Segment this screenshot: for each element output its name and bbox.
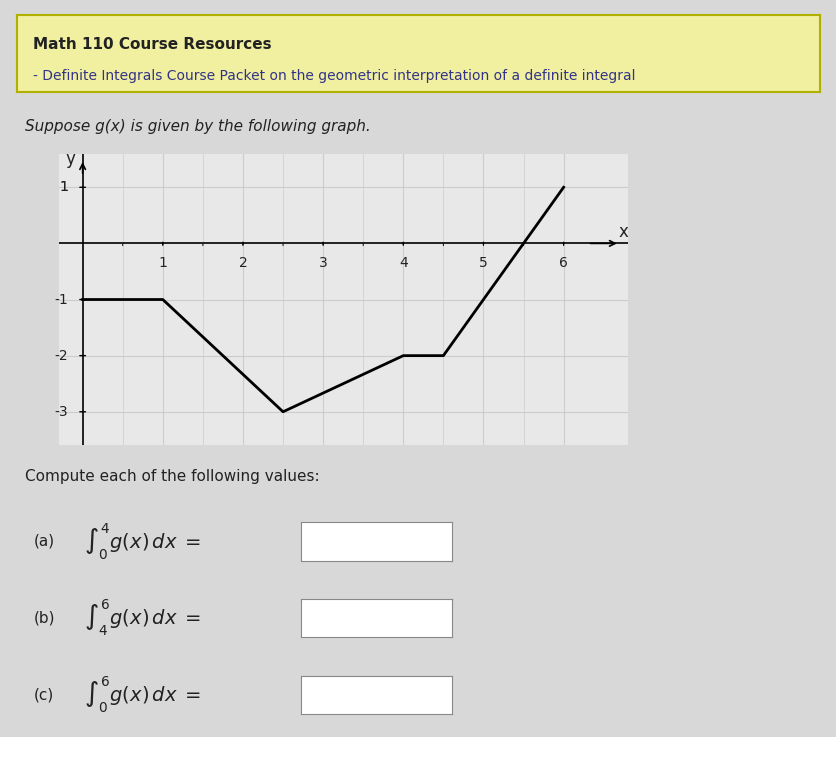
- Text: $\int_{0}^{6} g(x)\,dx\;=$: $\int_{0}^{6} g(x)\,dx\;=$: [84, 675, 201, 715]
- Text: -3: -3: [54, 405, 68, 419]
- Text: x: x: [618, 223, 628, 240]
- Text: $\int_{0}^{4} g(x)\,dx\;=$: $\int_{0}^{4} g(x)\,dx\;=$: [84, 521, 201, 561]
- Text: 1: 1: [59, 180, 68, 194]
- Text: 1: 1: [59, 180, 68, 194]
- Text: 3: 3: [319, 256, 327, 270]
- Text: (b): (b): [33, 611, 55, 626]
- Text: 6: 6: [558, 256, 568, 270]
- Text: - Definite Integrals Course Packet on the geometric interpretation of a definite: - Definite Integrals Course Packet on th…: [33, 69, 635, 83]
- Text: (c): (c): [33, 687, 54, 703]
- Text: -1: -1: [54, 293, 68, 306]
- Text: Compute each of the following values:: Compute each of the following values:: [25, 468, 319, 484]
- Text: (a): (a): [33, 534, 54, 549]
- Text: $\int_{4}^{6} g(x)\,dx\;=$: $\int_{4}^{6} g(x)\,dx\;=$: [84, 598, 201, 638]
- Text: 1: 1: [158, 256, 167, 270]
- Text: 5: 5: [478, 256, 487, 270]
- Text: Math 110 Course Resources: Math 110 Course Resources: [33, 37, 271, 52]
- Text: Suppose g(x) is given by the following graph.: Suppose g(x) is given by the following g…: [25, 119, 370, 134]
- Text: 4: 4: [399, 256, 407, 270]
- Text: 2: 2: [238, 256, 247, 270]
- Text: y: y: [65, 151, 75, 168]
- Text: -2: -2: [54, 349, 68, 362]
